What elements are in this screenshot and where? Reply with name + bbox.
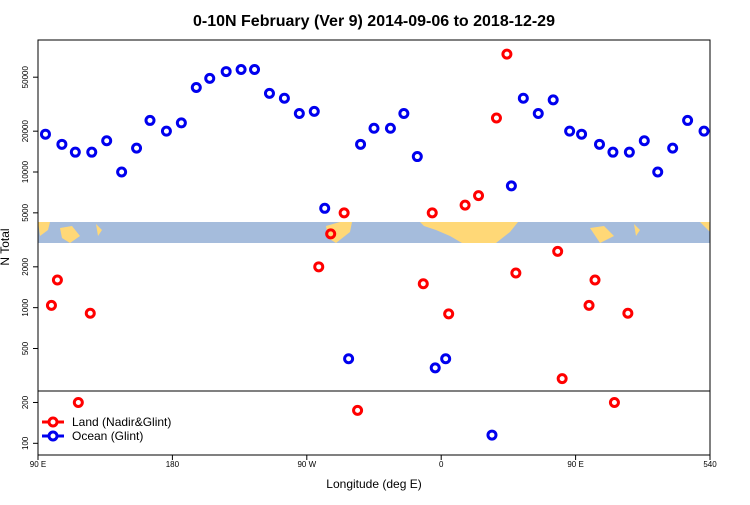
point <box>517 92 529 104</box>
point <box>69 146 81 158</box>
point <box>384 122 396 134</box>
point <box>313 261 325 273</box>
y-tick-label: 50000 <box>21 66 30 89</box>
legend-label: Land (Nadir&Glint) <box>72 415 171 429</box>
x-tick-label: 90 W <box>297 460 316 469</box>
point <box>607 146 619 158</box>
point <box>505 180 517 192</box>
legend-marker <box>47 416 59 428</box>
point <box>319 202 331 214</box>
point <box>368 122 380 134</box>
point <box>417 278 429 290</box>
point <box>564 125 576 137</box>
point <box>51 274 63 286</box>
y-tick-label: 1000 <box>21 298 30 316</box>
point <box>426 207 438 219</box>
point <box>682 114 694 126</box>
y-tick-label: 20000 <box>21 119 30 142</box>
point <box>443 308 455 320</box>
point <box>355 138 367 150</box>
point <box>45 299 57 311</box>
point <box>84 307 96 319</box>
chart-title: 0-10N February (Ver 9) 2014-09-06 to 201… <box>193 13 555 30</box>
point <box>190 81 202 93</box>
y-tick-label: 200 <box>21 395 30 409</box>
point <box>101 135 113 147</box>
point <box>667 142 679 154</box>
point <box>235 63 247 75</box>
point <box>501 48 513 60</box>
point <box>160 125 172 137</box>
x-tick-label: 180 <box>166 460 180 469</box>
point <box>144 114 156 126</box>
point <box>263 87 275 99</box>
point <box>204 72 216 84</box>
x-tick-label: 90 E <box>30 460 46 469</box>
point <box>622 307 634 319</box>
point <box>325 228 337 240</box>
y-tick-label: 2000 <box>21 257 30 275</box>
x-axis-label: Longitude (deg E) <box>326 477 421 491</box>
point <box>698 125 710 137</box>
point <box>411 151 423 163</box>
point <box>652 166 664 178</box>
point <box>486 429 498 441</box>
point <box>308 105 320 117</box>
point <box>343 353 355 365</box>
point <box>398 107 410 119</box>
point <box>552 245 564 257</box>
point <box>293 107 305 119</box>
legend-label: Ocean (Glint) <box>72 429 143 443</box>
point <box>589 274 601 286</box>
point <box>278 92 290 104</box>
point <box>352 404 364 416</box>
y-tick-label: 500 <box>21 341 30 355</box>
point <box>608 396 620 408</box>
point <box>56 138 68 150</box>
point <box>510 267 522 279</box>
y-tick-label: 10000 <box>21 160 30 183</box>
point <box>116 166 128 178</box>
point <box>338 207 350 219</box>
plot-frame <box>37 39 711 456</box>
point <box>72 396 84 408</box>
y-axis-label: N Total <box>0 228 12 265</box>
point <box>556 373 568 385</box>
point <box>583 299 595 311</box>
point <box>440 353 452 365</box>
point <box>623 146 635 158</box>
point <box>175 117 187 129</box>
point <box>131 142 143 154</box>
legend-marker <box>47 430 59 442</box>
point <box>490 112 502 124</box>
point <box>86 146 98 158</box>
x-tick-label: 0 <box>439 460 444 469</box>
point <box>532 107 544 119</box>
map-strip <box>38 222 710 243</box>
point <box>39 128 51 140</box>
point <box>638 135 650 147</box>
x-tick-label: 540 <box>703 460 717 469</box>
point <box>220 66 232 78</box>
point <box>459 199 471 211</box>
x-tick-label: 90 E <box>567 460 583 469</box>
point <box>429 362 441 374</box>
y-tick-label: 100 <box>21 436 30 450</box>
point <box>249 63 261 75</box>
point <box>593 138 605 150</box>
point <box>547 94 559 106</box>
point <box>473 190 485 202</box>
point <box>576 128 588 140</box>
y-tick-label: 5000 <box>21 203 30 221</box>
